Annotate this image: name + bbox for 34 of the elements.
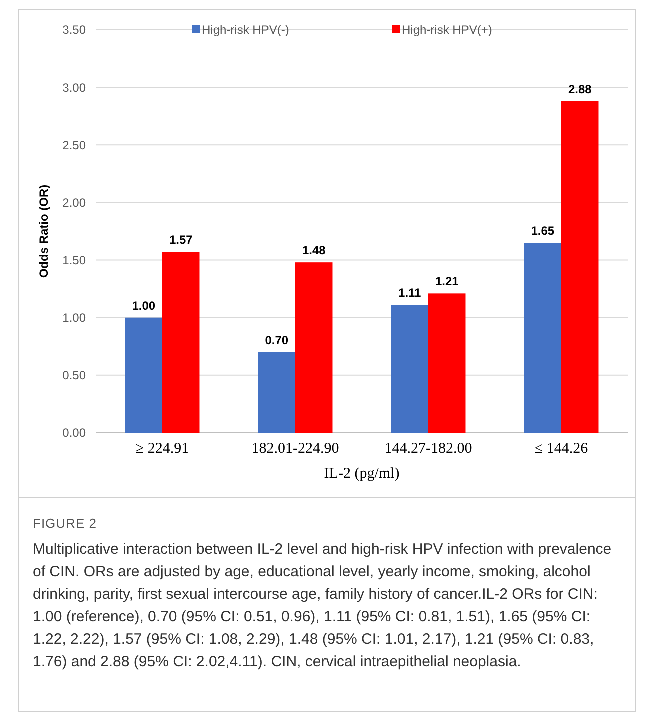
data-label: 2.88: [568, 82, 592, 96]
data-label: 1.48: [302, 244, 326, 258]
y-tick-label: 3.50: [62, 23, 86, 38]
caption: FIGURE 2: [33, 516, 97, 531]
y-tick-label: 3.00: [62, 80, 86, 95]
bar: [562, 101, 599, 433]
legend-label: High-risk HPV(+): [402, 23, 492, 38]
y-tick-label: 1.50: [62, 253, 86, 268]
bar: [428, 294, 466, 433]
x-tick-label: 144.27-182.00: [384, 441, 472, 457]
bar: [258, 352, 296, 433]
bar: [296, 262, 333, 433]
y-tick-label: 1.00: [62, 311, 86, 326]
y-tick-label: 0.00: [62, 426, 86, 440]
text: Multiplicative interaction between IL-2 level and high-risk HPV infection with prevalence of CIN. ORs are adjusted by age, educational level, yearly income, smoking, alcohol drinking, parity, first sexual intercourse age, family history of cancer.IL-2 ORs for CIN: 1.00 (reference), 0.70 (95% CI: 0.51, 0.96), 1.11 (95% CI: 0.81, 1.51), 1.65 (95% CI: 1.22, 2.22), 1.57 (95% CI: 1.08, 2.29), 1.48 (95% CI: 1.01, 2.17), 1.21 (95% CI: 0.83, 1.76) and 2.88 (95% CI: 2.02,4.11). CIN, cervical intraepithelial neoplasia.: [33, 541, 612, 670]
y-axis-title: Odds Ratio (OR): [37, 184, 51, 278]
data-label: 1.00: [132, 298, 156, 313]
bar: [524, 243, 562, 433]
bar: [125, 318, 162, 433]
bar: [391, 305, 428, 433]
y-tick-label: 0.50: [62, 368, 86, 383]
data-label: 1.11: [398, 286, 422, 300]
y-tick-label: 2.00: [62, 196, 86, 210]
data-label: 0.70: [265, 333, 289, 348]
x-tick-label: 182.01-224.90: [252, 441, 340, 457]
legend-label: High-risk HPV(-): [202, 23, 290, 38]
data-label: 1.65: [531, 224, 555, 238]
x-tick-label: ≤ 144.26: [534, 441, 589, 457]
bar: [162, 252, 200, 433]
x-tick-label: ≥ 224.91: [136, 441, 190, 457]
x-axis-title: IL-2 (pg/ml): [324, 466, 400, 482]
y-tick-label: 2.50: [62, 138, 86, 152]
data-label: 1.21: [435, 274, 460, 289]
data-label: 1.57: [169, 233, 194, 248]
